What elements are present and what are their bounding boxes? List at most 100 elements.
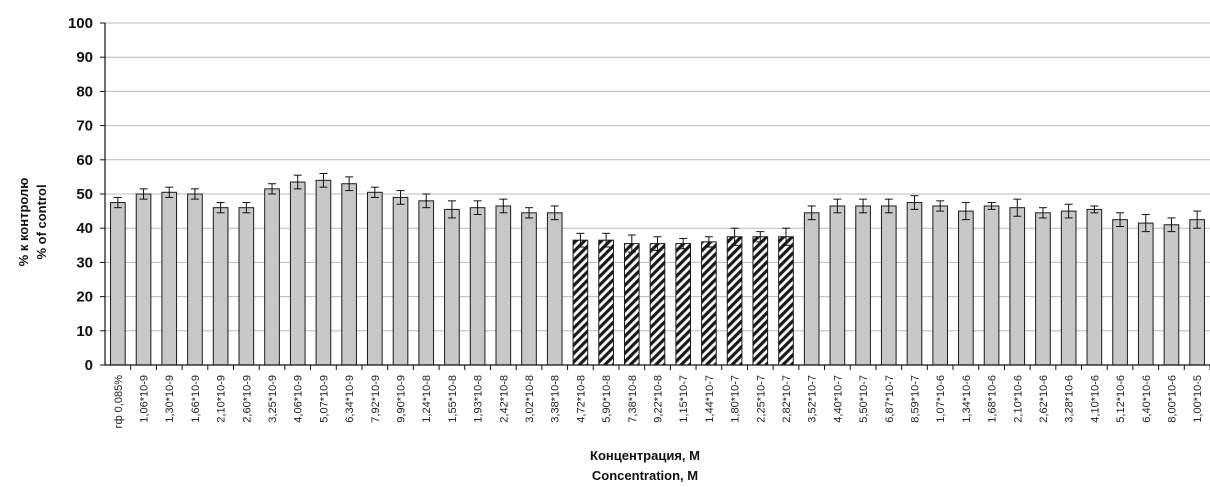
bar [546, 212, 563, 366]
bar [675, 243, 692, 366]
x-tick-label: 3,52*10-7 [807, 375, 819, 423]
x-tick-label: 3,25*10-9 [267, 375, 279, 423]
x-tick-label: гф 0,085% [113, 375, 125, 429]
bar [1009, 207, 1026, 366]
bar [1112, 219, 1128, 366]
x-axis-title-ru: Концентрация, М [590, 448, 700, 463]
bar [187, 193, 203, 366]
axes [100, 22, 1210, 370]
y-tick-label: 30 [76, 254, 93, 271]
x-tick-label: 4,40*10-7 [832, 375, 844, 423]
y-tick-label: 50 [76, 186, 93, 203]
x-tick-label: 6,40*10-6 [1141, 375, 1153, 423]
bar [1163, 224, 1180, 366]
x-tick-label: 8,00*10-6 [1166, 375, 1178, 423]
x-tick-label: 1,24*10-8 [421, 375, 433, 423]
gridlines [105, 22, 1210, 332]
y-axis-title-ru: % к контролю [16, 178, 31, 267]
x-tick-label: 3,02*10-8 [524, 375, 536, 423]
bar [855, 205, 871, 366]
bar [110, 202, 126, 366]
bar [880, 205, 897, 366]
bar [315, 179, 332, 366]
bar [623, 243, 640, 366]
bar [598, 239, 614, 366]
x-tick-label: 1,06*10-9 [139, 375, 151, 423]
y-tick-label: 60 [76, 152, 93, 169]
y-tick-label: 0 [85, 357, 93, 374]
bar [289, 181, 306, 366]
x-tick-label: 1,34*10-6 [961, 375, 973, 423]
bar [341, 183, 357, 366]
x-tick-label: 3,38*10-8 [550, 375, 562, 423]
bar [1086, 208, 1103, 366]
x-tick-label: 3,28*10-6 [1064, 375, 1076, 423]
bar [572, 239, 589, 366]
bar [392, 196, 409, 366]
bar [212, 207, 229, 366]
x-tick-label: 4,10*10-6 [1089, 375, 1101, 423]
x-tick-label: 1,80*10-7 [730, 375, 742, 423]
x-tick-label: 6,34*10-9 [344, 375, 356, 423]
x-tick-label: 1,15*10-7 [678, 375, 690, 423]
bar [906, 202, 923, 366]
y-tick-label: 80 [76, 83, 93, 100]
x-tick-label: 2,62*10-6 [1038, 375, 1050, 423]
bar [367, 191, 383, 366]
x-tick-label: 6,87*10-7 [884, 375, 896, 423]
bar [829, 205, 846, 366]
x-tick-label: 9,22*10-8 [653, 375, 665, 423]
x-tick-label: 7,38*10-8 [627, 375, 639, 423]
y-tick-label: 90 [76, 49, 93, 66]
bar [469, 207, 486, 366]
x-tick-label: 2,25*10-7 [755, 375, 767, 423]
bar [1189, 219, 1205, 366]
x-tick-label: 8,59*10-7 [909, 375, 921, 423]
x-tick-label: 4,06*10-9 [293, 375, 305, 423]
bar [726, 236, 743, 366]
x-tick-label: 5,12*10-6 [1115, 375, 1127, 423]
bar [1035, 212, 1051, 366]
x-tick-label: 1,44*10-7 [704, 375, 716, 423]
x-tick-label: 1,68*10-6 [987, 375, 999, 423]
x-tick-label: 9,90*10-9 [396, 375, 408, 423]
y-tick-label: 40 [76, 220, 93, 237]
x-tick-label: 7,92*10-9 [370, 375, 382, 423]
x-tick-label: 1,66*10-9 [190, 375, 202, 423]
bar [803, 212, 820, 366]
bar [238, 207, 255, 366]
x-tick-label: 1,00*10-5 [1192, 375, 1204, 423]
bar [958, 210, 974, 366]
x-tick-label: 2,82*10-7 [781, 375, 793, 423]
y-axis-title-en: % of control [34, 184, 49, 259]
bar [264, 188, 280, 366]
bar [135, 193, 152, 366]
x-tick-labels: гф 0,085% 1,06*10-9 1,30*10-9 1,66*10-9 2,10… [113, 375, 1204, 429]
bar [932, 205, 948, 366]
bars [110, 172, 1205, 366]
bar [1060, 210, 1077, 366]
x-tick-label: 5,07*10-9 [318, 375, 330, 423]
x-tick-label: 2,10*10-9 [216, 375, 228, 423]
y-tick-label: 20 [76, 289, 93, 306]
bar [521, 212, 537, 366]
x-tick-label: 2,10*10-6 [1012, 375, 1024, 423]
bar [649, 243, 666, 366]
bar [418, 200, 435, 366]
x-axis-title-en: Concentration, M [592, 468, 698, 483]
x-tick-label: 4,72*10-8 [575, 375, 587, 423]
bar [495, 205, 512, 366]
y-tick-labels: 0 10 20 30 40 50 60 70 80 90 100 [68, 15, 93, 374]
x-tick-label: 1,93*10-8 [473, 375, 485, 423]
x-tick-label: 5,90*10-8 [601, 375, 613, 423]
y-tick-label: 70 [76, 118, 93, 135]
y-tick-label: 100 [68, 15, 93, 32]
x-tick-label: 1,30*10-9 [164, 375, 176, 423]
x-tick-label: 2,42*10-8 [498, 375, 510, 423]
x-tick-label: 2,60*10-9 [241, 375, 253, 423]
x-tick-label: 5,50*10-7 [858, 375, 870, 423]
bar [444, 208, 460, 366]
bar [1137, 222, 1154, 366]
bar [983, 205, 1000, 366]
